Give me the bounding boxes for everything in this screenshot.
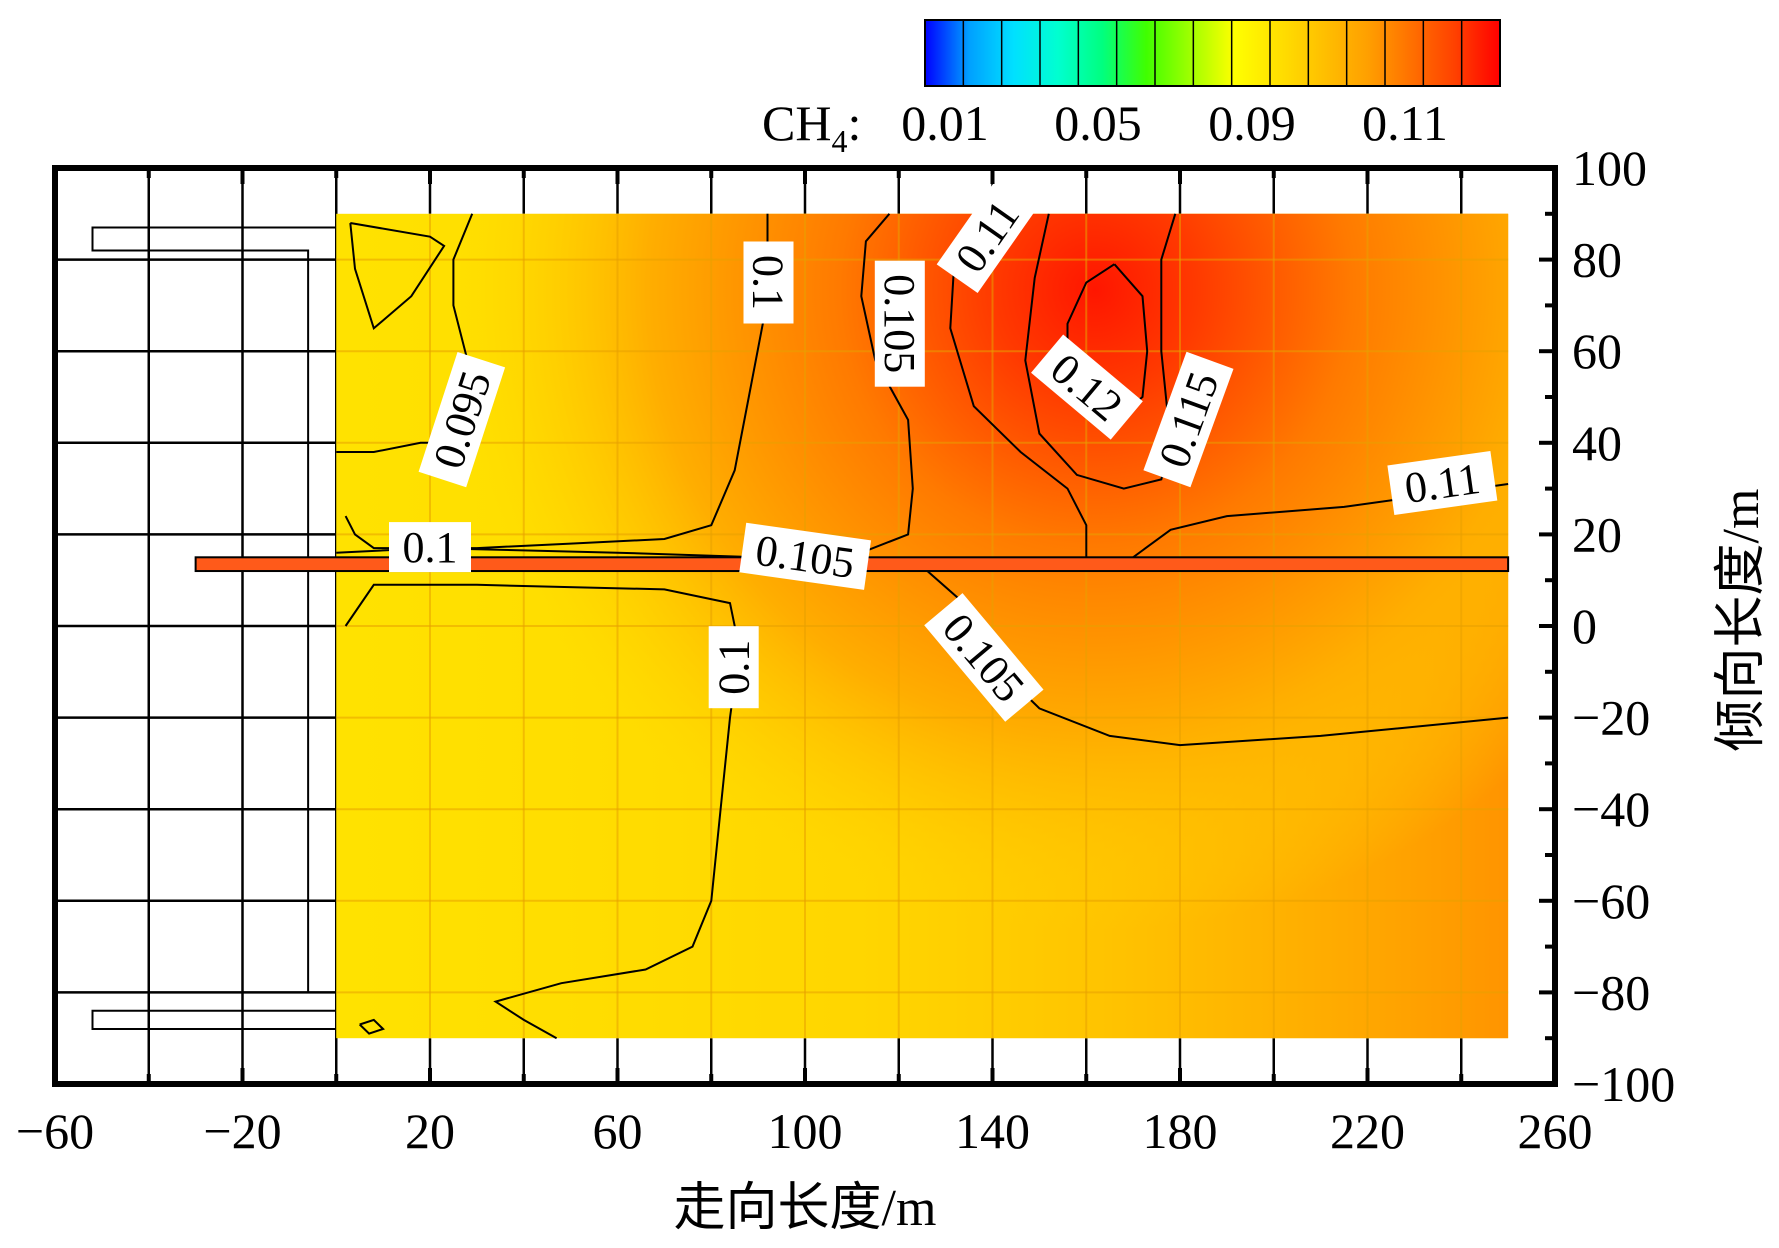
contour-label-box [1387, 451, 1498, 516]
contour-label: 0.105 [875, 274, 924, 373]
x-tick-label: 140 [955, 1103, 1030, 1159]
y-tick-label: −100 [1572, 1056, 1675, 1112]
contour-label-box [936, 179, 1038, 294]
contour-label-box [1143, 351, 1234, 488]
y-tick-label: 100 [1572, 140, 1647, 196]
colorbar-tick-label: 0.05 [1054, 95, 1142, 151]
y-tick-label: 80 [1572, 232, 1622, 288]
contour-label-box [1031, 334, 1143, 440]
x-tick-label: 260 [1518, 1103, 1593, 1159]
contour-label-group: 0.105 [874, 260, 925, 387]
y-tick-label: 20 [1572, 506, 1622, 562]
contour-label-group: 0.1 [708, 626, 759, 709]
contour-label-group: 0.1 [743, 241, 794, 324]
contour-label: 0.1 [744, 255, 793, 310]
y-tick-label: −60 [1572, 873, 1650, 929]
y-tick-label: −80 [1572, 964, 1650, 1020]
x-tick-label: 60 [593, 1103, 643, 1159]
x-tick-label: 100 [768, 1103, 843, 1159]
contour-label-box [874, 260, 925, 387]
x-tick-label: −60 [16, 1103, 94, 1159]
x-tick-labels: −60 −20 20 60 100 140 180 220 260 [16, 1103, 1593, 1159]
colorbar-tick-labels: 0.01 0.05 0.09 0.11 [901, 95, 1448, 151]
x-tick-label: 220 [1330, 1103, 1405, 1159]
contour-label-group: 0.11 [1387, 451, 1498, 516]
x-tick-label: 20 [405, 1103, 455, 1159]
colorbar-tick-label: 0.11 [1362, 95, 1448, 151]
contour-label-box [924, 593, 1044, 722]
colorbar-label-sub: 4 [831, 123, 847, 159]
contour-0.105-top [860, 213, 914, 554]
contour-label-box [708, 626, 759, 709]
y-tick-label: −40 [1572, 781, 1650, 837]
outline-bottom [91, 1009, 337, 1031]
y-tick-labels: 100 80 60 40 20 0 −20 −40 −60 −80 −100 [1572, 140, 1675, 1112]
colorbar-tick-label: 0.01 [901, 95, 989, 151]
field-grid [336, 213, 1509, 1039]
x-tick-label: 180 [1143, 1103, 1218, 1159]
axis-ticks [53, 166, 1557, 1086]
contour-label-box [739, 522, 872, 590]
contour-label-box [418, 351, 506, 488]
y-tick-label: −20 [1572, 690, 1650, 746]
contour-0.1-bottom [344, 583, 741, 1040]
colorbar-tick-label: 0.09 [1208, 95, 1296, 151]
outline-top [91, 226, 337, 993]
contour-0.095-b [349, 222, 446, 331]
contour-label-box [743, 241, 794, 324]
colorbar-label: CH4: [762, 95, 861, 159]
colorbar-dividers [962, 20, 1463, 86]
colorbar-label-prefix: CH [762, 95, 831, 151]
x-axis-title: 走向长度/m [674, 1180, 937, 1237]
y-axis-title: 倾向长度/m [1713, 489, 1770, 752]
colorbar: CH4: 0.01 0.05 0.09 0.11 [762, 19, 1501, 159]
contour-label-box [389, 522, 471, 573]
contour-0.095-c [359, 1018, 385, 1035]
contour-label-group: 0.1 [389, 522, 471, 573]
x-tick-label: −20 [203, 1103, 281, 1159]
contour-0.115 [1024, 213, 1177, 490]
contour-label: 0.1 [403, 523, 458, 572]
colorbar-label-suffix: : [847, 95, 861, 151]
contour-label: 0.11 [1402, 454, 1483, 513]
y-tick-label: 60 [1572, 323, 1622, 379]
y-tick-label: 0 [1572, 598, 1597, 654]
contour-label: 0.1 [710, 640, 759, 695]
y-tick-label: 40 [1572, 415, 1622, 471]
colorbar-bar [924, 19, 1501, 87]
